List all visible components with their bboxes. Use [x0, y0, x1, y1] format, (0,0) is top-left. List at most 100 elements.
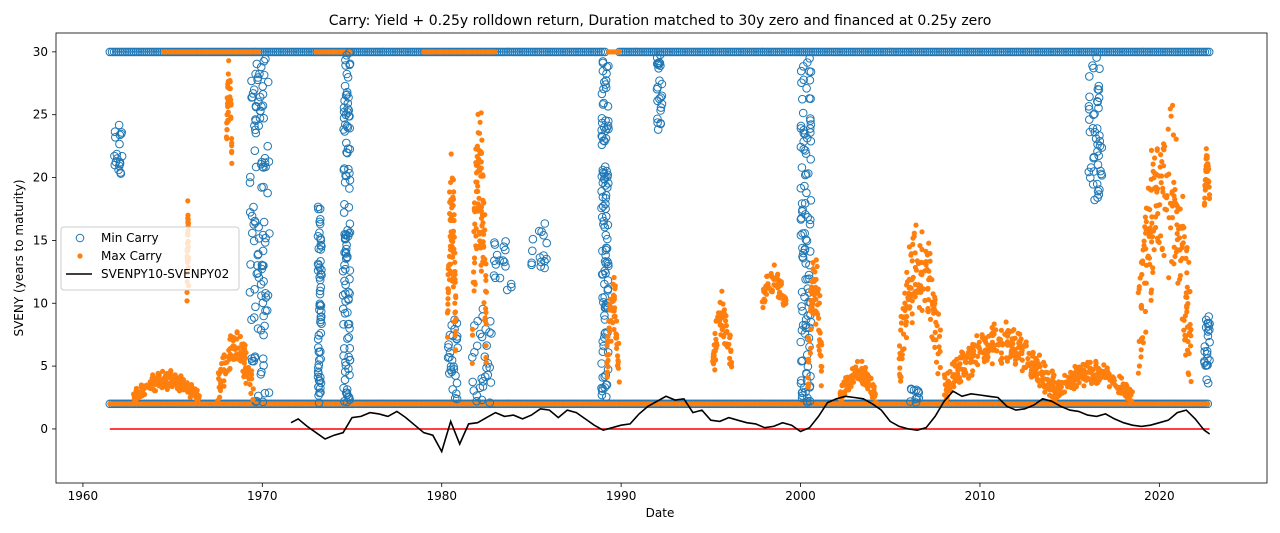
min-carry-point [146, 47, 155, 57]
max-carry-point [966, 345, 972, 351]
min-carry-point [478, 382, 488, 391]
min-carry-point [343, 144, 353, 153]
min-carry-point [948, 47, 958, 57]
min-carry-point [1192, 47, 1201, 57]
min-carry-point [297, 47, 306, 57]
max-carry-point [837, 389, 844, 395]
min-carry-point [342, 230, 351, 239]
min-carry-point [858, 47, 867, 57]
max-carry-point [1172, 187, 1178, 193]
max-carry-point [936, 344, 942, 350]
max-carry-point [843, 375, 849, 381]
max-carry-point [1106, 371, 1112, 378]
min-carry-point [316, 328, 326, 338]
min-carry-point [529, 47, 539, 57]
min-carry-point [884, 47, 893, 57]
min-carry-point [492, 250, 502, 260]
max-carry-point [472, 221, 478, 227]
max-carry-point [616, 379, 622, 385]
max-carry-point [807, 350, 814, 356]
max-carry-point [1003, 319, 1009, 325]
min-carry-point [603, 286, 613, 295]
max-carry-point [991, 331, 997, 337]
max-carry-point [956, 366, 962, 372]
min-carry-point [1030, 47, 1040, 57]
min-carry-point [796, 66, 806, 76]
min-carry-point [798, 94, 807, 104]
min-carry-point [404, 47, 414, 57]
max-carry-point [480, 197, 486, 203]
max-carry-point [760, 304, 766, 311]
min-carry-point [342, 148, 351, 157]
min-carry-point [341, 254, 351, 263]
max-carry-point [447, 189, 453, 195]
x-tick-label: 2020 [1144, 489, 1175, 503]
min-carry-point [444, 343, 453, 352]
min-carry-point [651, 47, 661, 57]
min-carry-point [690, 47, 700, 57]
min-carry-point [148, 47, 158, 57]
max-carry-point [1140, 340, 1146, 346]
max-carry-point [900, 306, 906, 312]
min-carry-point [911, 394, 921, 404]
min-carry-point [341, 297, 350, 306]
max-carry-point [1205, 401, 1211, 407]
min-carry-point [536, 47, 545, 57]
min-carry-point [811, 47, 820, 57]
min-carry-point [1174, 47, 1184, 57]
min-carry-point [1168, 47, 1177, 57]
min-carry-point [886, 47, 895, 57]
legend-marker-max-carry [77, 253, 83, 259]
max-carry-point [810, 266, 816, 272]
min-carry-point [603, 276, 613, 285]
max-carry-point [1139, 336, 1145, 342]
min-carry-point [557, 47, 567, 57]
min-carry-point [341, 61, 350, 70]
max-carry-point [131, 394, 137, 400]
min-carry-point [797, 356, 806, 366]
min-carry-point [340, 260, 349, 270]
min-carry-point [1082, 47, 1091, 57]
min-carry-point [314, 331, 324, 340]
min-carry-point [1183, 47, 1192, 57]
min-carry-point [1205, 337, 1214, 347]
min-carry-point [127, 47, 136, 57]
max-carry-point [989, 361, 995, 367]
min-carry-point [315, 228, 324, 237]
max-carry-point [481, 244, 487, 250]
min-carry-point [664, 47, 674, 57]
min-carry-point [544, 47, 554, 57]
min-carry-point [655, 58, 665, 68]
min-carry-point [112, 47, 121, 57]
max-carry-point [808, 326, 814, 332]
max-carry-point [805, 375, 811, 381]
min-carry-point [645, 47, 654, 57]
min-carry-point [656, 103, 666, 112]
min-carry-point [1164, 47, 1173, 57]
max-carry-point [862, 365, 868, 371]
min-carry-point [1176, 47, 1186, 57]
min-carry-point [301, 47, 311, 57]
max-carry-point [976, 339, 982, 345]
min-carry-point [817, 47, 827, 57]
min-carry-point [666, 47, 676, 57]
min-carry-point [112, 149, 122, 159]
max-carry-point [469, 326, 476, 332]
min-carry-point [345, 219, 355, 229]
min-carry-point [1052, 47, 1061, 57]
min-carry-point [976, 47, 986, 57]
max-carry-point [449, 254, 455, 260]
min-carry-point [922, 47, 932, 57]
min-carry-point [542, 238, 552, 248]
min-carry-point [935, 47, 945, 57]
min-carry-point [581, 47, 590, 57]
min-carry-point [316, 383, 325, 393]
max-carry-point [818, 368, 825, 374]
min-carry-point [247, 76, 256, 86]
max-carry-point [611, 326, 617, 333]
min-carry-point [589, 47, 599, 57]
min-carry-point [803, 58, 812, 67]
min-carry-point [1181, 47, 1190, 57]
max-carry-point [164, 370, 170, 377]
max-carry-point [142, 384, 148, 390]
